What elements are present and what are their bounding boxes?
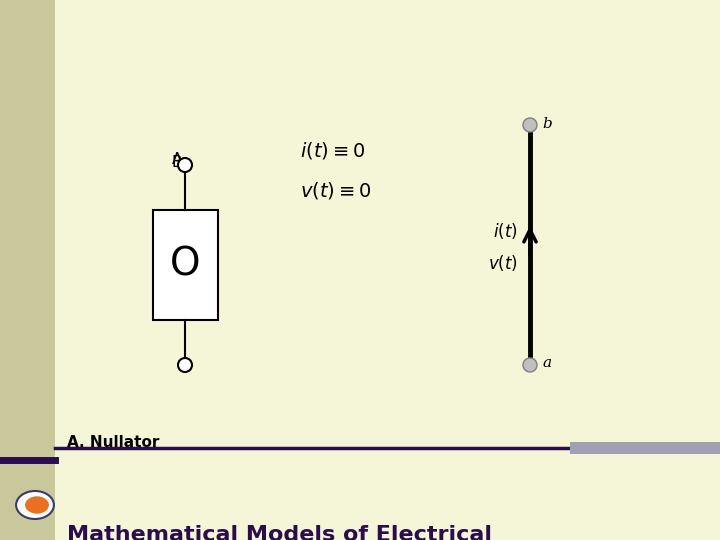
Circle shape bbox=[523, 358, 537, 372]
Text: $v(t)$: $v(t)$ bbox=[488, 253, 518, 273]
Ellipse shape bbox=[16, 491, 54, 519]
Text: b: b bbox=[542, 117, 552, 131]
Text: $i(t) \equiv 0$: $i(t) \equiv 0$ bbox=[300, 140, 365, 161]
Circle shape bbox=[523, 118, 537, 132]
Text: O: O bbox=[170, 246, 200, 284]
Bar bbox=[570, 442, 720, 454]
Text: $i(t)$: $i(t)$ bbox=[493, 221, 518, 241]
Circle shape bbox=[178, 158, 192, 172]
Text: A: A bbox=[172, 152, 182, 167]
Text: $v(t) \equiv 0$: $v(t) \equiv 0$ bbox=[300, 180, 372, 201]
Bar bbox=[153, 210, 217, 320]
Bar bbox=[0, 0, 55, 540]
Text: B: B bbox=[172, 155, 182, 170]
Text: Mathematical Models of Electrical
Components: Mathematical Models of Electrical Compon… bbox=[67, 525, 492, 540]
Text: A. Nullator: A. Nullator bbox=[67, 435, 159, 450]
Text: a: a bbox=[542, 356, 551, 370]
Circle shape bbox=[178, 358, 192, 372]
Ellipse shape bbox=[25, 496, 49, 514]
